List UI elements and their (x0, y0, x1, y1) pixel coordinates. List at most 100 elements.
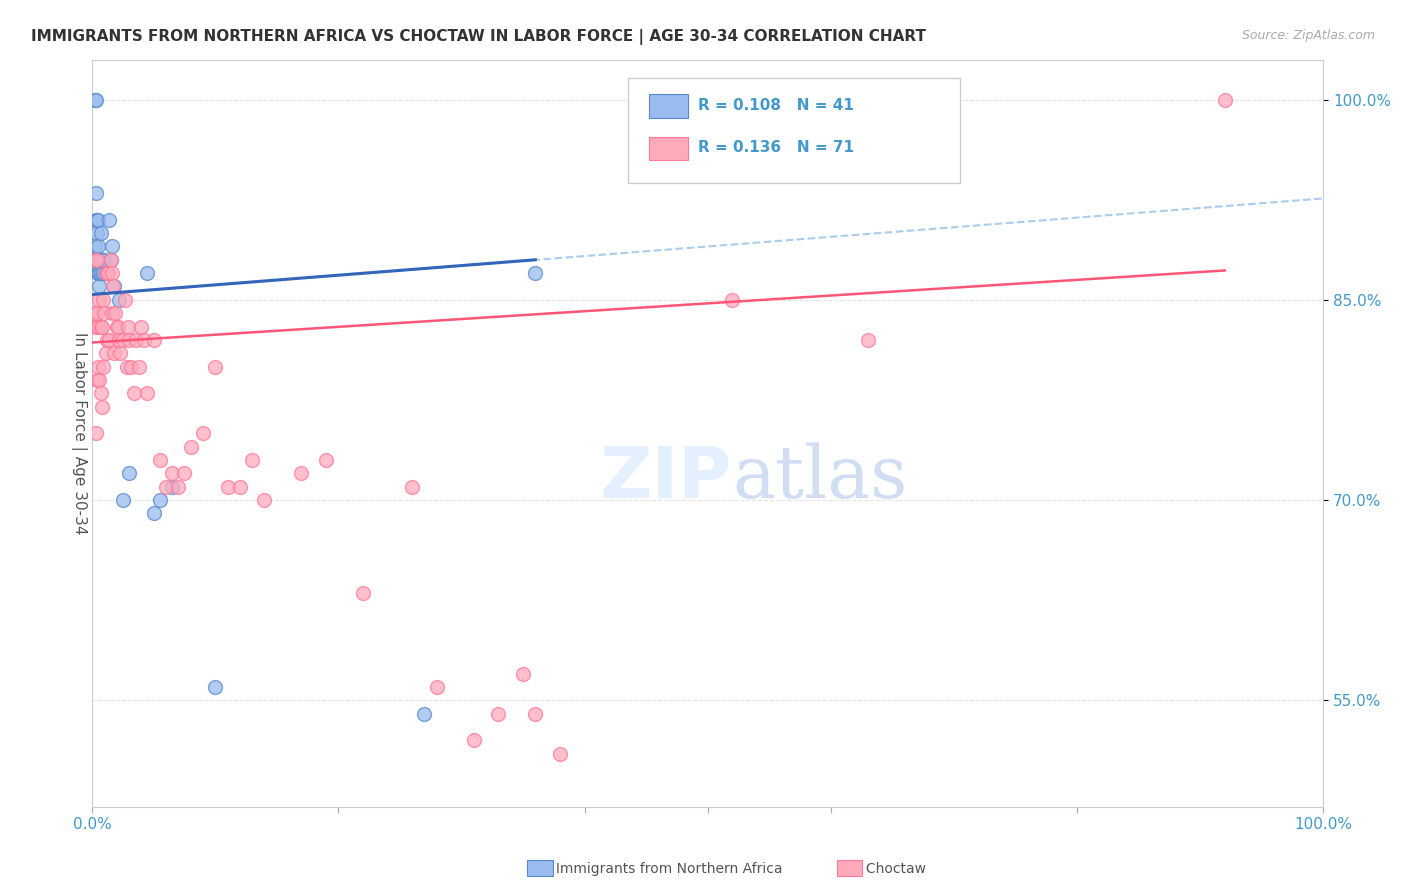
Point (90, 400, 112, 414)
Point (142, 333, 165, 347)
Point (486, 706, 509, 721)
Text: Immigrants from Northern Africa: Immigrants from Northern Africa (534, 862, 783, 876)
Point (128, 359, 150, 374)
Point (90, 319, 112, 334)
Point (107, 319, 129, 334)
FancyBboxPatch shape (627, 78, 960, 183)
Point (108, 293, 131, 307)
Point (94, 266, 117, 280)
Point (94, 266, 117, 280)
Text: R = 0.108   N = 41: R = 0.108 N = 41 (697, 98, 853, 113)
Point (426, 680, 449, 694)
Point (1213, 93, 1236, 107)
Point (93, 252, 115, 267)
Point (86, 212, 108, 227)
Point (180, 440, 202, 454)
Point (86, 252, 108, 267)
Point (87, 212, 110, 227)
Point (352, 586, 374, 600)
Text: Source: ZipAtlas.com: Source: ZipAtlas.com (1241, 29, 1375, 42)
Point (91, 252, 114, 267)
Point (114, 293, 136, 307)
Point (229, 480, 252, 494)
Point (142, 507, 165, 521)
Point (104, 306, 127, 320)
Point (87, 359, 110, 374)
Point (118, 467, 141, 481)
Point (315, 453, 337, 467)
Point (90, 266, 112, 280)
Point (84, 212, 107, 227)
Point (524, 266, 547, 280)
Text: R = 0.136   N = 71: R = 0.136 N = 71 (697, 140, 853, 155)
Point (87, 252, 110, 267)
Point (160, 467, 183, 481)
Point (91, 266, 114, 280)
Point (413, 706, 436, 721)
Point (83, 252, 105, 267)
Point (90, 226, 112, 240)
Point (136, 386, 159, 401)
Text: atlas: atlas (733, 442, 908, 514)
Point (91, 359, 114, 374)
Point (132, 333, 155, 347)
Point (253, 493, 276, 508)
Point (856, 333, 879, 347)
Point (173, 467, 195, 481)
Text: ZIP: ZIP (600, 443, 733, 513)
Point (463, 733, 485, 747)
Point (401, 480, 423, 494)
Point (87, 266, 110, 280)
Point (100, 252, 122, 267)
Point (103, 279, 125, 293)
Point (217, 480, 239, 494)
Point (93, 306, 115, 320)
Point (84, 186, 107, 200)
Point (87, 239, 110, 253)
Point (721, 293, 744, 307)
Point (105, 319, 128, 334)
Point (86, 252, 108, 267)
Point (82, 252, 104, 267)
Point (83, 93, 105, 107)
Point (131, 319, 153, 334)
Point (98, 333, 121, 347)
Point (86, 306, 108, 320)
Y-axis label: In Labor Force | Age 30-34: In Labor Force | Age 30-34 (72, 332, 87, 534)
Point (83, 239, 105, 253)
Point (96, 333, 118, 347)
Point (89, 293, 111, 307)
Point (87, 266, 110, 280)
Point (524, 706, 547, 721)
Bar (648, 94, 688, 118)
Text: IMMIGRANTS FROM NORTHERN AFRICA VS CHOCTAW IN LABOR FORCE | AGE 30-34 CORRELATIO: IMMIGRANTS FROM NORTHERN AFRICA VS CHOCT… (31, 29, 927, 45)
Point (90, 252, 112, 267)
Point (98, 212, 121, 227)
Point (155, 480, 177, 494)
Point (90, 252, 112, 267)
Point (204, 680, 226, 694)
Point (204, 359, 226, 374)
Point (84, 319, 107, 334)
Point (100, 239, 122, 253)
Point (548, 747, 571, 761)
Point (89, 252, 111, 267)
Point (96, 266, 118, 280)
Point (149, 453, 172, 467)
Point (90, 319, 112, 334)
Point (100, 306, 122, 320)
Point (115, 359, 138, 374)
Point (512, 666, 534, 681)
Point (84, 426, 107, 441)
Point (149, 493, 172, 508)
Point (90, 386, 112, 401)
Point (111, 333, 134, 347)
Point (290, 467, 312, 481)
Point (100, 252, 122, 267)
Point (108, 333, 131, 347)
Point (122, 386, 145, 401)
Point (86, 252, 108, 267)
Point (100, 266, 122, 280)
Point (240, 453, 263, 467)
Point (103, 346, 125, 360)
